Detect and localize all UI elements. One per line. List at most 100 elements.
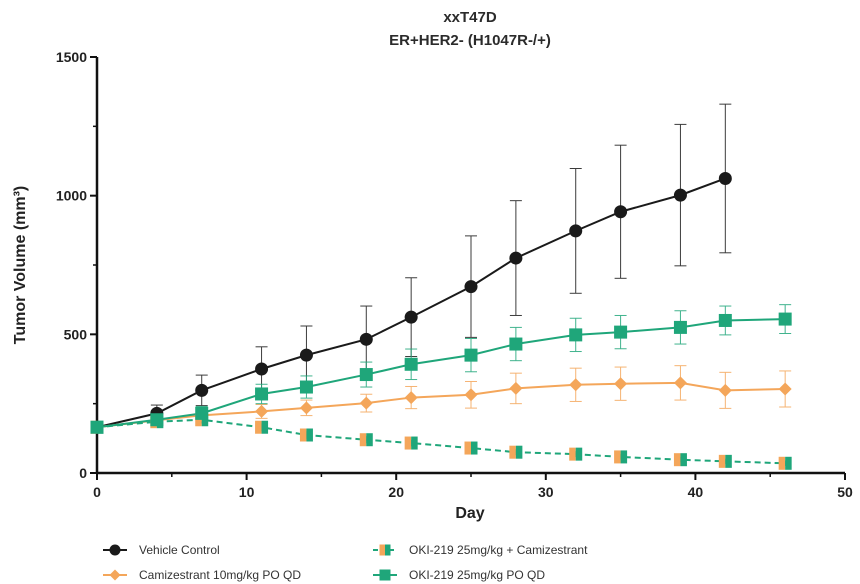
data-point	[150, 413, 164, 427]
data-point	[109, 544, 121, 556]
y-tick-label: 500	[64, 326, 88, 342]
data-point-left-half	[379, 544, 385, 556]
data-point	[673, 376, 687, 390]
data-point	[255, 420, 269, 434]
data-point	[299, 428, 313, 442]
data-point	[464, 348, 478, 362]
legend: Vehicle Control OKI-219 25mg/kg + Camizes…	[103, 543, 588, 582]
data-point	[359, 332, 373, 346]
data-point-left-half	[673, 453, 681, 467]
legend-item: OKI-219 25mg/kg + Camizestrant	[373, 543, 588, 557]
data-point-left-half	[614, 450, 621, 464]
data-point	[255, 404, 269, 418]
data-point	[509, 445, 523, 459]
data-point	[673, 453, 687, 467]
series-markers	[90, 171, 792, 470]
data-point	[778, 382, 792, 396]
data-point-left-half	[404, 436, 412, 450]
x-tick-label: 50	[837, 484, 853, 500]
y-tick-label: 1500	[56, 49, 87, 65]
data-point-right-half	[620, 450, 628, 464]
legend-item: Camizestrant 10mg/kg PO QD	[103, 568, 301, 582]
data-point	[569, 378, 583, 392]
chart-subtitle: ER+HER2- (H1047R-/+)	[389, 32, 551, 49]
data-point	[673, 320, 687, 334]
data-point	[569, 328, 583, 342]
data-point	[404, 436, 418, 450]
data-point-right-half	[515, 445, 523, 459]
data-point	[778, 456, 792, 470]
data-point	[109, 569, 121, 581]
data-point	[509, 251, 523, 265]
data-point	[778, 312, 792, 326]
data-point-left-half	[464, 441, 471, 455]
data-point	[718, 171, 732, 185]
data-point-left-half	[718, 454, 726, 468]
data-point-left-half	[569, 447, 576, 461]
x-tick-label: 20	[388, 484, 404, 500]
chart-title: xxT47D	[443, 9, 497, 26]
data-point-right-half	[306, 428, 313, 442]
data-point	[614, 205, 628, 219]
x-axis-label: Day	[455, 505, 484, 522]
data-point-right-half	[680, 453, 687, 467]
data-point	[614, 325, 628, 339]
data-point	[404, 391, 418, 405]
data-point-right-half	[575, 447, 583, 461]
data-point-right-half	[471, 441, 478, 455]
data-point	[359, 433, 373, 447]
data-point	[299, 348, 313, 362]
legend-label: OKI-219 25mg/kg + Camizestrant	[409, 543, 588, 557]
data-point	[195, 406, 209, 420]
data-point	[509, 381, 523, 395]
data-point	[255, 362, 269, 376]
series-line-1	[96, 381, 786, 429]
legend-label: Camizestrant 10mg/kg PO QD	[139, 568, 301, 582]
data-point	[673, 188, 687, 202]
x-tick-label: 10	[239, 484, 255, 500]
data-point-right-half	[366, 433, 373, 447]
data-point	[404, 357, 418, 371]
data-point	[718, 454, 732, 468]
data-point-left-half	[299, 428, 307, 442]
data-point	[404, 310, 418, 324]
legend-label: Vehicle Control	[139, 543, 220, 557]
data-point	[464, 280, 478, 294]
data-point-left-half	[509, 445, 516, 459]
legend-item: Vehicle Control	[103, 543, 220, 557]
data-point-left-half	[359, 433, 367, 447]
data-point	[464, 388, 478, 402]
data-point	[359, 368, 373, 382]
data-point	[509, 337, 523, 351]
data-point	[379, 569, 391, 581]
data-point	[359, 396, 373, 410]
y-tick-label: 1000	[56, 188, 87, 204]
data-point	[90, 420, 104, 434]
x-tick-label: 30	[538, 484, 554, 500]
legend-label: OKI-219 25mg/kg PO QD	[409, 568, 545, 582]
data-point-left-half	[255, 420, 262, 434]
data-point-right-half	[385, 544, 391, 556]
data-point-right-half	[261, 420, 269, 434]
data-point	[569, 224, 583, 238]
data-point	[299, 401, 313, 415]
legend-item: OKI-219 25mg/kg PO QD	[373, 568, 545, 582]
data-point	[464, 441, 478, 455]
series-line-3	[96, 318, 786, 429]
y-tick-label: 0	[79, 465, 87, 481]
data-point	[195, 383, 209, 397]
y-axis-label: Tumor Volume (mm³)	[12, 186, 29, 345]
series-line-2	[96, 418, 786, 465]
data-point	[718, 313, 732, 327]
data-point-right-half	[411, 436, 418, 450]
data-point-right-half	[785, 456, 792, 470]
data-point	[299, 380, 313, 394]
axes: 0 500 1000 1500 0 10 20 30 40 50	[56, 49, 853, 500]
data-point	[379, 544, 391, 556]
data-point	[569, 447, 583, 461]
data-point-right-half	[725, 454, 732, 468]
data-point	[255, 387, 269, 401]
data-point	[614, 377, 628, 391]
x-tick-label: 0	[93, 484, 101, 500]
